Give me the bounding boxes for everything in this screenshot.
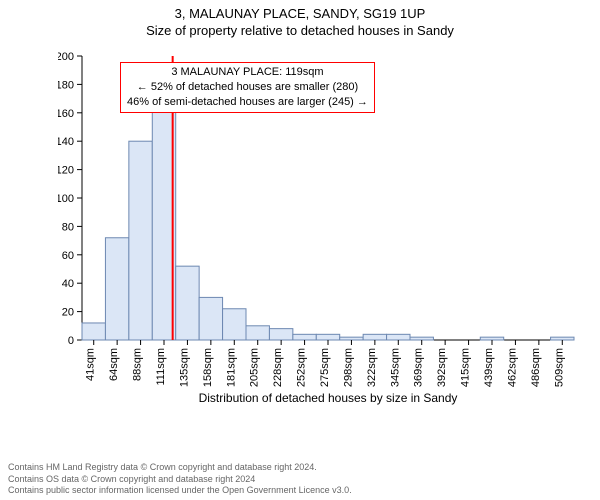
- title-line-2: Size of property relative to detached ho…: [0, 23, 600, 38]
- histogram-bar: [129, 141, 152, 340]
- svg-text:415sqm: 415sqm: [460, 348, 472, 387]
- histogram-bar: [340, 337, 363, 340]
- footer: Contains HM Land Registry data © Crown c…: [8, 462, 352, 496]
- svg-text:160: 160: [58, 108, 74, 120]
- footer-line-2: Contains OS data © Crown copyright and d…: [8, 474, 352, 485]
- svg-text:462sqm: 462sqm: [506, 348, 518, 387]
- annotation-line-2: ← 52% of detached houses are smaller (28…: [127, 80, 368, 95]
- titles: 3, MALAUNAY PLACE, SANDY, SG19 1UP Size …: [0, 0, 600, 38]
- svg-text:40: 40: [62, 278, 74, 290]
- histogram-bar: [363, 334, 386, 340]
- footer-line-1: Contains HM Land Registry data © Crown c…: [8, 462, 352, 473]
- svg-text:509sqm: 509sqm: [553, 348, 565, 387]
- footer-line-3: Contains public sector information licen…: [8, 485, 352, 496]
- svg-text:205sqm: 205sqm: [249, 348, 261, 387]
- svg-text:392sqm: 392sqm: [436, 348, 448, 387]
- histogram-bar: [223, 309, 246, 340]
- svg-text:345sqm: 345sqm: [389, 348, 401, 387]
- histogram-bar: [199, 297, 222, 340]
- svg-text:140: 140: [58, 136, 74, 148]
- histogram-bar: [480, 337, 503, 340]
- svg-text:64sqm: 64sqm: [108, 348, 120, 381]
- svg-text:252sqm: 252sqm: [296, 348, 308, 387]
- svg-text:275sqm: 275sqm: [319, 348, 331, 387]
- histogram-bar: [410, 337, 433, 340]
- svg-text:369sqm: 369sqm: [413, 348, 425, 387]
- svg-text:120: 120: [58, 165, 74, 177]
- svg-text:88sqm: 88sqm: [132, 348, 144, 381]
- histogram-bar: [82, 323, 105, 340]
- svg-text:Distribution of detached house: Distribution of detached houses by size …: [199, 391, 458, 405]
- svg-text:228sqm: 228sqm: [272, 348, 284, 387]
- annotation-line-1: 3 MALAUNAY PLACE: 119sqm: [127, 65, 368, 80]
- svg-text:322sqm: 322sqm: [366, 348, 378, 387]
- histogram-bar: [293, 334, 316, 340]
- svg-text:180: 180: [58, 79, 74, 91]
- chart-area: 0 20 40 60 80 100 120 140 160 180 200 41sqm 64sqm 88s…: [58, 48, 578, 418]
- svg-text:60: 60: [62, 250, 74, 262]
- svg-text:439sqm: 439sqm: [483, 348, 495, 387]
- chart-container: 3, MALAUNAY PLACE, SANDY, SG19 1UP Size …: [0, 0, 600, 500]
- histogram-bar: [246, 326, 269, 340]
- svg-text:181sqm: 181sqm: [225, 348, 237, 387]
- svg-text:20: 20: [62, 307, 74, 319]
- histogram-bar: [105, 238, 128, 340]
- svg-text:135sqm: 135sqm: [178, 348, 190, 387]
- histogram-bar: [387, 334, 410, 340]
- annotation-line-3: 46% of semi-detached houses are larger (…: [127, 95, 368, 110]
- histogram-bar: [551, 337, 574, 340]
- svg-text:298sqm: 298sqm: [342, 348, 354, 387]
- svg-text:200: 200: [58, 51, 74, 63]
- svg-text:80: 80: [62, 221, 74, 233]
- svg-text:100: 100: [58, 193, 74, 205]
- annotation-box: 3 MALAUNAY PLACE: 119sqm ← 52% of detach…: [120, 62, 375, 113]
- svg-text:41sqm: 41sqm: [85, 348, 97, 381]
- svg-text:158sqm: 158sqm: [202, 348, 214, 387]
- svg-text:0: 0: [68, 335, 74, 347]
- histogram-bar: [176, 266, 199, 340]
- svg-text:486sqm: 486sqm: [530, 348, 542, 387]
- histogram-bar: [269, 329, 292, 340]
- histogram-bar: [316, 334, 339, 340]
- svg-text:111sqm: 111sqm: [155, 348, 167, 386]
- title-line-1: 3, MALAUNAY PLACE, SANDY, SG19 1UP: [0, 6, 600, 21]
